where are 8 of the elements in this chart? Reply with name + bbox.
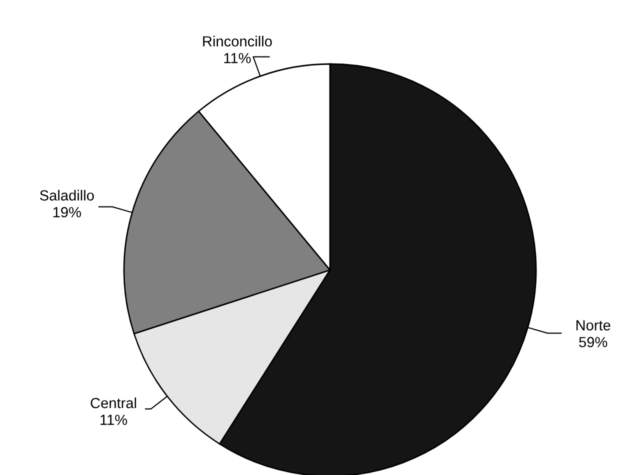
data-label: 11%	[100, 414, 128, 425]
data-label: 11%	[224, 53, 251, 64]
slice-label: Saladillo	[40, 190, 94, 201]
slice-label: Central	[90, 397, 136, 408]
slice-label: Rinconcillo	[203, 36, 272, 47]
slice-label: Norte	[576, 320, 610, 330]
data-label: 19%	[53, 207, 81, 218]
data-label: 59%	[579, 336, 608, 348]
